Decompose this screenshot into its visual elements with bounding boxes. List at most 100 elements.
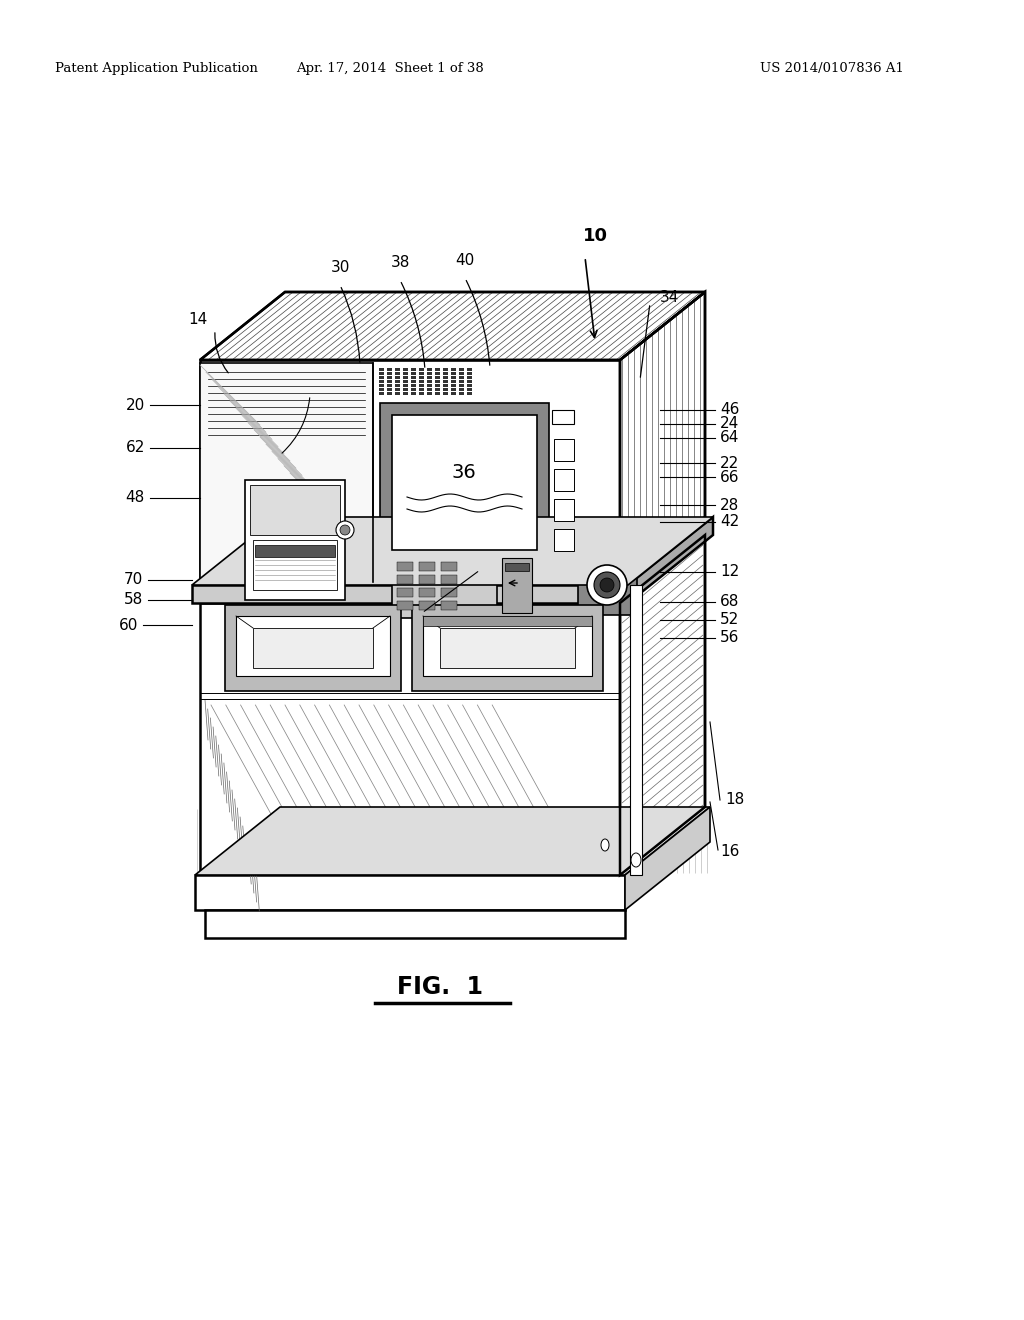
FancyBboxPatch shape [403, 372, 408, 375]
Text: 22: 22 [720, 455, 739, 470]
FancyBboxPatch shape [419, 384, 424, 387]
FancyBboxPatch shape [379, 368, 384, 371]
Text: 12: 12 [720, 565, 739, 579]
FancyBboxPatch shape [387, 380, 392, 383]
FancyBboxPatch shape [387, 376, 392, 379]
FancyBboxPatch shape [411, 368, 416, 371]
FancyBboxPatch shape [451, 392, 456, 395]
Text: 68: 68 [720, 594, 739, 610]
Text: 38: 38 [390, 255, 410, 271]
FancyBboxPatch shape [441, 576, 457, 583]
FancyBboxPatch shape [427, 368, 432, 371]
FancyBboxPatch shape [412, 605, 603, 690]
FancyBboxPatch shape [427, 372, 432, 375]
FancyBboxPatch shape [395, 388, 400, 391]
FancyBboxPatch shape [225, 605, 401, 690]
FancyBboxPatch shape [419, 562, 435, 572]
Text: 36: 36 [452, 462, 476, 482]
FancyBboxPatch shape [459, 376, 464, 379]
FancyBboxPatch shape [423, 616, 592, 626]
FancyBboxPatch shape [387, 372, 392, 375]
FancyBboxPatch shape [411, 372, 416, 375]
FancyBboxPatch shape [451, 368, 456, 371]
FancyBboxPatch shape [419, 388, 424, 391]
FancyBboxPatch shape [419, 368, 424, 371]
FancyBboxPatch shape [411, 392, 416, 395]
Text: 64: 64 [720, 430, 739, 446]
FancyBboxPatch shape [200, 603, 620, 875]
Ellipse shape [336, 521, 354, 539]
FancyBboxPatch shape [443, 384, 449, 387]
FancyBboxPatch shape [467, 388, 472, 391]
FancyBboxPatch shape [554, 499, 574, 521]
FancyBboxPatch shape [451, 372, 456, 375]
FancyBboxPatch shape [395, 392, 400, 395]
FancyBboxPatch shape [435, 380, 440, 383]
FancyBboxPatch shape [397, 601, 413, 610]
Polygon shape [620, 535, 705, 875]
FancyBboxPatch shape [459, 372, 464, 375]
FancyBboxPatch shape [387, 384, 392, 387]
FancyBboxPatch shape [427, 384, 432, 387]
FancyBboxPatch shape [253, 628, 373, 668]
FancyBboxPatch shape [395, 380, 400, 383]
FancyBboxPatch shape [255, 545, 335, 557]
FancyBboxPatch shape [440, 628, 575, 668]
Text: 14: 14 [188, 313, 208, 327]
FancyBboxPatch shape [403, 376, 408, 379]
Text: 20: 20 [126, 397, 145, 412]
FancyBboxPatch shape [459, 392, 464, 395]
FancyBboxPatch shape [395, 384, 400, 387]
FancyBboxPatch shape [403, 380, 408, 383]
FancyBboxPatch shape [245, 480, 345, 601]
FancyBboxPatch shape [427, 376, 432, 379]
FancyBboxPatch shape [427, 388, 432, 391]
FancyBboxPatch shape [195, 875, 625, 909]
FancyBboxPatch shape [411, 384, 416, 387]
Text: Apr. 17, 2014  Sheet 1 of 38: Apr. 17, 2014 Sheet 1 of 38 [296, 62, 484, 75]
FancyBboxPatch shape [443, 380, 449, 383]
FancyBboxPatch shape [387, 368, 392, 371]
FancyBboxPatch shape [443, 376, 449, 379]
Text: 70: 70 [124, 573, 143, 587]
FancyBboxPatch shape [419, 376, 424, 379]
Text: 60: 60 [119, 618, 138, 632]
Polygon shape [193, 517, 713, 585]
Text: FIG.  1: FIG. 1 [397, 975, 483, 999]
Ellipse shape [594, 572, 620, 598]
FancyBboxPatch shape [403, 384, 408, 387]
FancyBboxPatch shape [443, 392, 449, 395]
FancyBboxPatch shape [419, 587, 435, 597]
Text: 56: 56 [720, 631, 739, 645]
Text: 10: 10 [583, 227, 607, 246]
Text: 58: 58 [124, 593, 143, 607]
Polygon shape [620, 292, 705, 585]
FancyBboxPatch shape [435, 376, 440, 379]
Text: 42: 42 [720, 515, 739, 529]
Text: 32: 32 [470, 578, 489, 593]
FancyBboxPatch shape [419, 372, 424, 375]
FancyBboxPatch shape [379, 392, 384, 395]
FancyBboxPatch shape [435, 368, 440, 371]
FancyBboxPatch shape [403, 392, 408, 395]
FancyBboxPatch shape [427, 392, 432, 395]
FancyBboxPatch shape [459, 368, 464, 371]
FancyBboxPatch shape [467, 380, 472, 383]
FancyBboxPatch shape [419, 392, 424, 395]
FancyBboxPatch shape [459, 384, 464, 387]
FancyBboxPatch shape [423, 616, 592, 676]
FancyBboxPatch shape [443, 372, 449, 375]
FancyBboxPatch shape [200, 363, 373, 582]
FancyBboxPatch shape [379, 380, 384, 383]
FancyBboxPatch shape [193, 585, 628, 603]
FancyBboxPatch shape [419, 576, 435, 583]
FancyBboxPatch shape [253, 540, 337, 590]
FancyBboxPatch shape [443, 388, 449, 391]
Ellipse shape [631, 853, 641, 867]
Text: 62: 62 [126, 441, 145, 455]
FancyBboxPatch shape [578, 550, 637, 615]
FancyBboxPatch shape [250, 484, 340, 535]
Text: 18: 18 [725, 792, 744, 808]
Text: 28: 28 [720, 498, 739, 512]
FancyBboxPatch shape [467, 376, 472, 379]
